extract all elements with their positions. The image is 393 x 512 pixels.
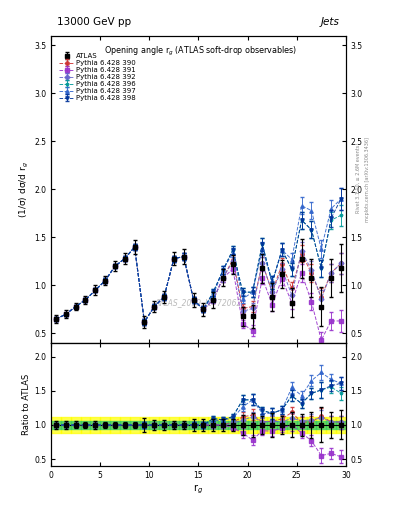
Bar [326, 421, 336, 429]
Y-axis label: (1/σ) dσ/d r$_g$: (1/σ) dσ/d r$_g$ [18, 161, 31, 218]
Bar [316, 417, 326, 433]
Bar [336, 421, 346, 429]
Bar [140, 421, 149, 429]
Y-axis label: Ratio to ATLAS: Ratio to ATLAS [22, 374, 31, 435]
Bar [267, 417, 277, 433]
Bar [228, 421, 238, 429]
Bar [198, 421, 208, 429]
Text: Jets: Jets [321, 16, 340, 27]
Bar [51, 417, 61, 433]
Bar [130, 417, 140, 433]
X-axis label: r$_g$: r$_g$ [193, 482, 204, 496]
Bar [208, 421, 218, 429]
Bar [336, 417, 346, 433]
Bar [189, 417, 198, 433]
Bar [159, 421, 169, 429]
Bar [228, 417, 238, 433]
Legend: ATLAS, Pythia 6.428 390, Pythia 6.428 391, Pythia 6.428 392, Pythia 6.428 396, P: ATLAS, Pythia 6.428 390, Pythia 6.428 39… [57, 52, 138, 102]
Bar [277, 421, 287, 429]
Bar [257, 417, 267, 433]
Bar [277, 417, 287, 433]
Bar [307, 421, 316, 429]
Bar [61, 421, 71, 429]
Bar [218, 421, 228, 429]
Bar [326, 417, 336, 433]
Bar [130, 421, 140, 429]
Bar [238, 417, 248, 433]
Bar [179, 417, 189, 433]
Bar [169, 421, 179, 429]
Bar [51, 421, 61, 429]
Bar [100, 421, 110, 429]
Text: mcplots.cern.ch [arXiv:1306.3436]: mcplots.cern.ch [arXiv:1306.3436] [365, 137, 371, 222]
Bar [71, 421, 81, 429]
Bar [267, 421, 277, 429]
Bar [169, 417, 179, 433]
Bar [61, 417, 71, 433]
Bar [110, 421, 120, 429]
Bar [248, 417, 257, 433]
Bar [81, 417, 90, 433]
Bar [297, 421, 307, 429]
Text: 13000 GeV pp: 13000 GeV pp [57, 16, 131, 27]
Bar [140, 417, 149, 433]
Bar [149, 417, 159, 433]
Bar [149, 421, 159, 429]
Bar [297, 417, 307, 433]
Bar [90, 417, 100, 433]
Bar [120, 417, 130, 433]
Bar [287, 421, 297, 429]
Bar [179, 421, 189, 429]
Bar [208, 417, 218, 433]
Bar [218, 417, 228, 433]
Bar [110, 417, 120, 433]
Text: ATLAS_2019_I1772062: ATLAS_2019_I1772062 [155, 298, 242, 308]
Bar [90, 421, 100, 429]
Bar [189, 421, 198, 429]
Bar [307, 417, 316, 433]
Bar [198, 417, 208, 433]
Bar [287, 417, 297, 433]
Bar [238, 421, 248, 429]
Bar [316, 421, 326, 429]
Bar [81, 421, 90, 429]
Bar [71, 417, 81, 433]
Text: Rivet 3.1.10, ≥ 2.6M events: Rivet 3.1.10, ≥ 2.6M events [356, 145, 361, 214]
Bar [257, 421, 267, 429]
Bar [159, 417, 169, 433]
Bar [248, 421, 257, 429]
Text: Opening angle r$_g$ (ATLAS soft-drop observables): Opening angle r$_g$ (ATLAS soft-drop obs… [104, 45, 298, 58]
Bar [120, 421, 130, 429]
Bar [100, 417, 110, 433]
